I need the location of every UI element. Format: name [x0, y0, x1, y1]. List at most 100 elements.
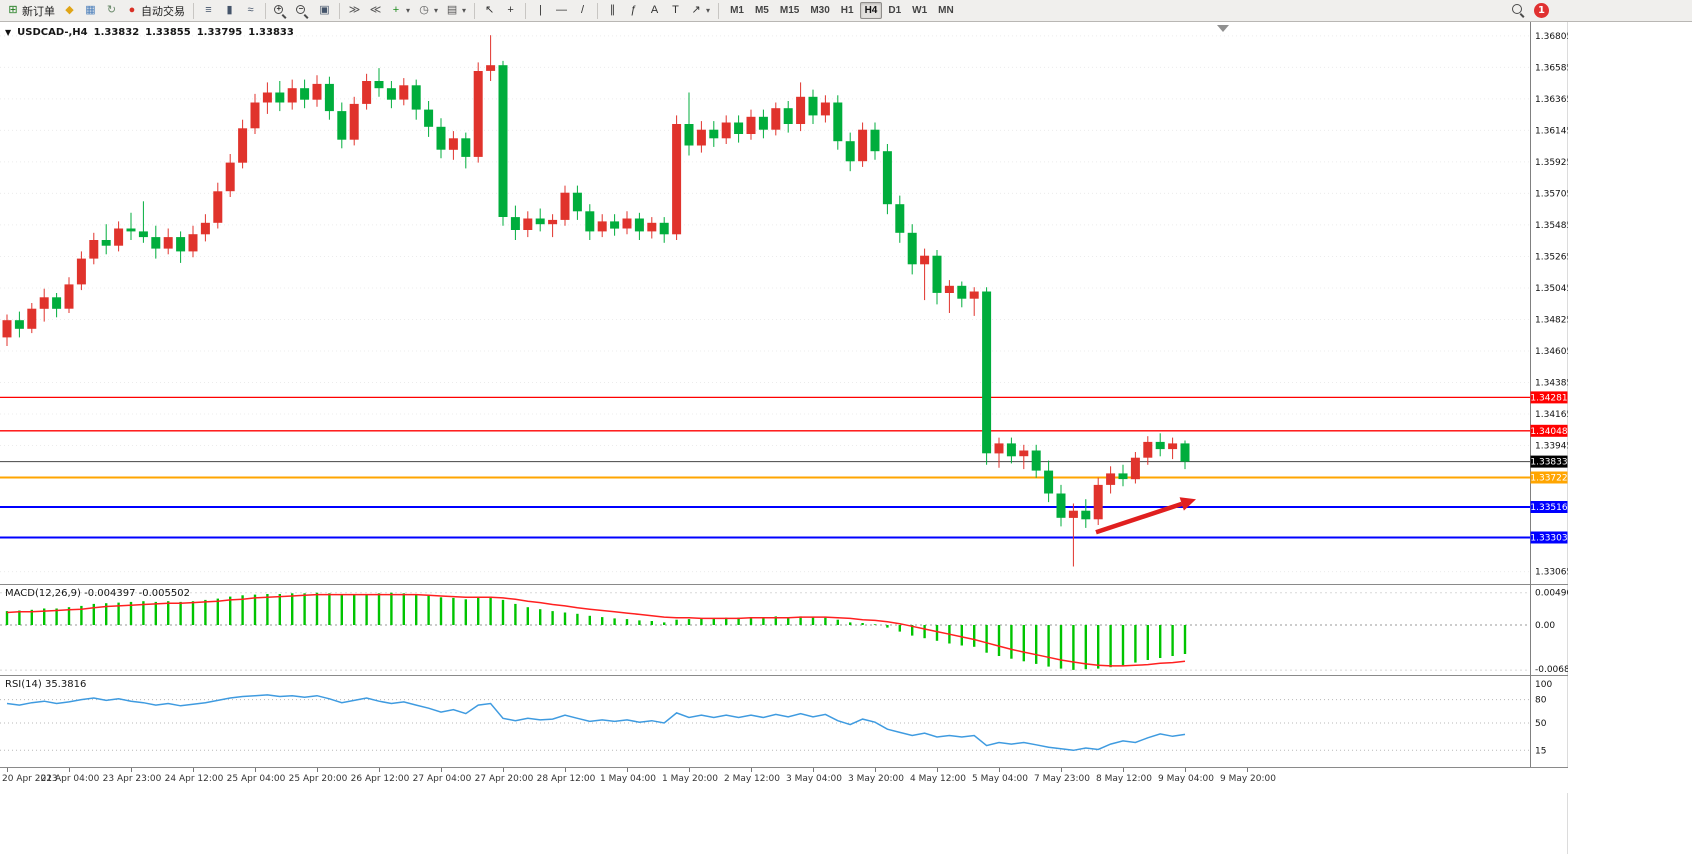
time-label: 3 May 20:00 [848, 774, 904, 784]
svg-text:1.33303: 1.33303 [1530, 534, 1567, 544]
time-axis[interactable]: 20 Apr 2023 21 Apr 04:00 23 Apr 23:00 24 Ap… [0, 767, 1568, 793]
time-axis-tick [565, 768, 566, 772]
chart-line-mode-icon: ≈ [247, 4, 254, 16]
price-line-tags: 1.34281 1.34048 1.33833 1.33722 1.33516 1.333… [1530, 391, 1568, 544]
timeframe-mn-button[interactable]: MN [933, 2, 959, 19]
chart-candle-mode-button[interactable]: ▮ [219, 1, 240, 20]
time-axis-tick [379, 768, 380, 772]
crosshair-icon: + [507, 4, 514, 16]
chart-window[interactable]: 1.36805 1.36585 1.36365 1.36145 1.35925 1.357… [0, 22, 1568, 854]
indicators-icon: + [392, 4, 400, 16]
indicators-button[interactable]: + ▾ [386, 1, 414, 20]
templates-button[interactable]: ▤ ▾ [442, 1, 470, 20]
svg-text:1.34825: 1.34825 [1535, 316, 1568, 326]
tile-windows-button[interactable]: ▣ [314, 1, 335, 20]
svg-text:80: 80 [1535, 696, 1547, 706]
timeframe-m30-button[interactable]: M30 [805, 2, 834, 19]
navigator-button[interactable]: ↻ [101, 1, 122, 20]
one-click-trading-arrow[interactable]: ▼ [5, 28, 12, 37]
horizontal-line-button[interactable]: — [551, 1, 572, 20]
time-label: 3 May 04:00 [786, 774, 842, 784]
toolbar-separator [339, 2, 340, 19]
text-label-icon: T [672, 4, 679, 16]
candles-layer [2, 35, 1190, 567]
indicators-dropdown-caret[interactable]: ▾ [406, 6, 411, 15]
time-label: 26 Apr 12:00 [350, 774, 410, 784]
toolbar-separator [718, 2, 720, 19]
arrows-tool-dropdown-caret[interactable]: ▾ [706, 6, 711, 15]
timeframe-h1-button[interactable]: H1 [836, 2, 859, 19]
time-axis-tick [193, 768, 194, 772]
timeframe-m15-button[interactable]: M15 [775, 2, 804, 19]
horizontal-level-lines [0, 396, 1530, 539]
search-icon[interactable] [1512, 4, 1525, 17]
svg-text:50: 50 [1535, 719, 1547, 729]
timeframe-m5-button[interactable]: M5 [750, 2, 774, 19]
time-label: 5 May 04:00 [972, 774, 1028, 784]
equidistant-channel-button[interactable]: ∥ [602, 1, 623, 20]
svg-text:1.35265: 1.35265 [1535, 253, 1568, 263]
time-label: 2 May 12:00 [724, 774, 780, 784]
chart-line-mode-button[interactable]: ≈ [240, 1, 261, 20]
time-label: 25 Apr 04:00 [226, 774, 286, 784]
cursor-button[interactable]: ↖ [479, 1, 500, 20]
macd-signal-line [6, 593, 1186, 667]
svg-text:1.35045: 1.35045 [1535, 284, 1568, 294]
fibonacci-button[interactable]: ƒ [623, 1, 644, 20]
zoom-in-icon: + [274, 4, 288, 19]
crosshair-button[interactable]: + [500, 1, 521, 20]
macd-panel-canvas[interactable]: 0.004901 0.00 -0.006838 [0, 584, 1568, 675]
periods-button[interactable]: ◷ ▾ [414, 1, 442, 20]
rsi-panel-canvas[interactable]: 100 80 50 15 [0, 675, 1568, 767]
time-label: 23 Apr 23:00 [102, 774, 162, 784]
svg-text:100: 100 [1535, 680, 1552, 690]
zoom-in-button[interactable]: + [270, 1, 292, 20]
text-label-button[interactable]: T [665, 1, 686, 20]
timeframe-w1-button[interactable]: W1 [907, 2, 932, 19]
time-axis-tick [131, 768, 132, 772]
templates-dropdown-caret[interactable]: ▾ [462, 6, 467, 15]
time-label: 7 May 23:00 [1034, 774, 1090, 784]
auto-scroll-icon: ≫ [348, 4, 361, 16]
notification-badge[interactable]: 1 [1534, 3, 1549, 18]
autotrading-button[interactable]: ● 自动交易 [122, 1, 189, 20]
timeframe-d1-button[interactable]: D1 [883, 2, 906, 19]
arrows-tool-button[interactable]: ↗ ▾ [686, 1, 714, 20]
time-axis-tick [7, 768, 8, 772]
time-label: 28 Apr 12:00 [536, 774, 596, 784]
periods-dropdown-caret[interactable]: ▾ [434, 6, 439, 15]
time-axis-tick [255, 768, 256, 772]
new-order-button[interactable]: ⊞ 新订单 [3, 1, 59, 20]
time-label: 20 Apr 2023 [2, 774, 58, 784]
time-axis-tick [689, 768, 690, 772]
svg-text:0.00: 0.00 [1535, 621, 1555, 631]
svg-text:1.34281: 1.34281 [1530, 393, 1567, 403]
toolbar-separator [525, 2, 527, 19]
zoom-out-button[interactable]: − [292, 1, 314, 20]
metaeditor-icon: ◆ [65, 4, 74, 16]
svg-text:1.34165: 1.34165 [1535, 410, 1568, 420]
rsi-line [6, 694, 1186, 752]
chart-bar-mode-button[interactable]: ≡ [198, 1, 219, 20]
trendline-button[interactable]: / [572, 1, 593, 20]
svg-text:1.34048: 1.34048 [1530, 427, 1567, 437]
svg-text:1.35485: 1.35485 [1535, 221, 1568, 231]
timeframe-h4-button[interactable]: H4 [859, 2, 883, 19]
periods-icon: ◷ [419, 4, 429, 16]
svg-text:-0.006838: -0.006838 [1535, 665, 1568, 675]
time-label: 9 May 04:00 [1158, 774, 1214, 784]
chart-shift-button[interactable]: ≪ [365, 1, 386, 20]
auto-scroll-button[interactable]: ≫ [344, 1, 365, 20]
metaeditor-button[interactable]: ◆ [59, 1, 80, 20]
svg-text:1.36365: 1.36365 [1535, 95, 1568, 105]
toolbar-separator [474, 2, 476, 19]
market-watch-button[interactable]: ▦ [80, 1, 101, 20]
svg-text:1.33065: 1.33065 [1535, 568, 1568, 578]
vertical-line-button[interactable]: | [530, 1, 551, 20]
price-chart-canvas[interactable]: 1.36805 1.36585 1.36365 1.36145 1.35925 1.357… [0, 22, 1568, 584]
timeframe-m1-button[interactable]: M1 [725, 2, 749, 19]
ohlc-close: 1.33833 [248, 27, 294, 38]
text-button[interactable]: A [644, 1, 665, 20]
ohlc-open: 1.33832 [93, 27, 140, 38]
zoom-out-icon: − [296, 4, 310, 19]
